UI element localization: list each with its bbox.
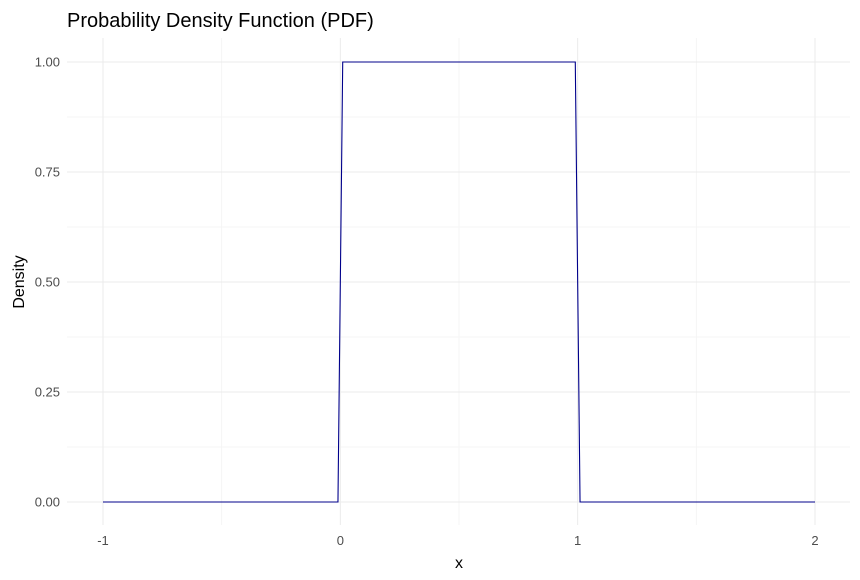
x-tick-label: 0 <box>337 533 344 548</box>
x-axis: -1 0 1 2 <box>97 533 818 548</box>
y-axis: 0.00 0.25 0.50 0.75 1.00 <box>35 55 60 510</box>
grid <box>67 38 850 525</box>
series-line <box>103 61 815 503</box>
y-tick-label: 0.50 <box>35 275 60 290</box>
y-axis-title: Density <box>11 255 28 308</box>
y-tick-label: 0.00 <box>35 495 60 510</box>
y-tick-label: 0.75 <box>35 165 60 180</box>
x-tick-label: -1 <box>97 533 109 548</box>
x-axis-title: x <box>455 555 463 572</box>
y-tick-label: 0.25 <box>35 385 60 400</box>
chart-title: Probability Density Function (PDF) <box>67 10 374 32</box>
x-tick-label: 2 <box>811 533 818 548</box>
x-tick-label: 1 <box>574 533 581 548</box>
y-tick-label: 1.00 <box>35 55 60 70</box>
plot-area <box>103 61 815 503</box>
